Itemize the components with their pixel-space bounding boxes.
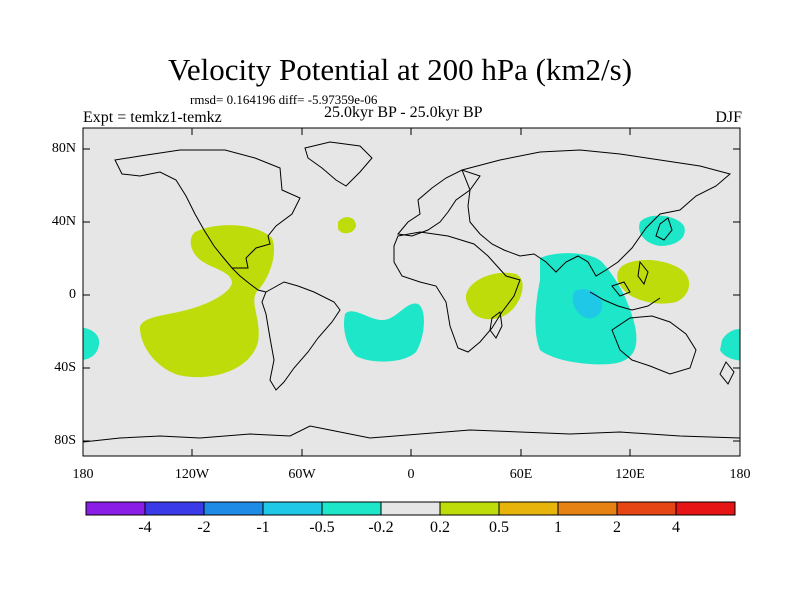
colorbar-box [616,501,677,516]
lon-label-120e: 120E [615,467,645,482]
colorbar-label: -0.5 [309,519,335,536]
fill-east-pacific-positive [139,225,275,378]
lat-label-80n: 80N [51,141,76,156]
experiment-label: Expt = temkz1-temkz [83,109,222,126]
coast-australia [611,315,697,375]
coast-africa [393,231,521,353]
fill-west-pacific-positive [617,259,690,304]
lon-label-60e: 60E [509,467,533,482]
fill-west-edge-negative [83,327,100,360]
colorbar-box [262,501,323,516]
colorbar-box [675,501,736,516]
coast-madagascar [489,311,503,339]
lat-label-40s: 40S [54,360,76,375]
map-title: Velocity Potential at 200 hPa (km2/s) [167,52,633,87]
coast-indonesia [589,281,661,311]
colorbar-label: 2 [613,519,621,536]
colorbar-label: -0.2 [368,519,394,536]
coast-south-america [261,281,341,391]
stats-line: rmsd= 0.164196 diff= -5.97359e-06 [190,92,378,107]
lon-label-120w: 120W [174,467,210,482]
fill-east-africa-positive [465,272,523,320]
season-label: DJF [715,109,742,126]
contour-fills [83,141,740,443]
lat-label-40n: 40N [51,214,76,229]
colorbar-box [557,501,618,516]
colorbar-box [144,501,205,516]
lon-label-60w: 60W [288,467,316,482]
colorbar-label: -1 [256,519,270,536]
fill-east-edge-negative [720,329,740,361]
coast-antarctica [83,425,740,443]
coast-new-zealand [719,361,735,385]
period-label: 25.0kyr BP - 25.0kyr BP [324,104,483,121]
coast-north-america [114,149,301,269]
colorbar-box [498,501,559,516]
coast-philippines [637,260,649,286]
coast-asia [461,149,732,277]
colorbar-label: 4 [672,519,680,536]
colorbar-box [203,501,264,516]
fill-atlantic-positive [338,217,356,234]
coast-greenland [304,141,373,187]
colorbar-box [85,501,146,516]
coast-central-america [231,267,267,293]
lon-label-0: 0 [407,467,415,482]
fill-indian-ocean-core [572,289,603,319]
colorbar-box [380,501,441,516]
colorbar-label: -2 [197,519,211,536]
colorbar-label: 0.5 [489,519,509,536]
coast-japan [655,217,673,241]
colorbar-label: 0.2 [430,519,450,536]
lon-label-180e: 180 [729,467,751,482]
colorbar-label: -4 [138,519,152,536]
colorbar [85,501,736,516]
colorbar-box [439,501,500,516]
colorbar-box [321,501,382,516]
lon-label-180w: 180 [72,467,94,482]
lat-label-80s: 80S [54,433,76,448]
coast-europe [397,169,481,237]
lat-label-0: 0 [69,287,76,302]
coastlines [83,141,740,443]
colorbar-label: 1 [554,519,562,536]
fill-south-atlantic-negative [344,303,424,362]
tick-marks [83,128,740,456]
